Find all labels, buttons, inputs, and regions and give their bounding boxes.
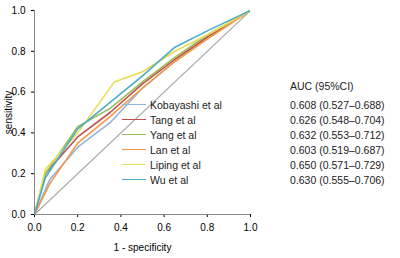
svg-text:1.0: 1.0 — [244, 222, 258, 233]
svg-text:0.6: 0.6 — [12, 86, 26, 97]
svg-text:0.0: 0.0 — [12, 209, 26, 220]
svg-text:0.6: 0.6 — [157, 222, 171, 233]
svg-text:0.8: 0.8 — [12, 46, 26, 57]
svg-text:0.0: 0.0 — [28, 222, 42, 233]
html-text:Yang et al: Yang et al — [150, 128, 197, 141]
html-text:Wu et al: Wu et al — [150, 173, 189, 186]
svg-text:0.4: 0.4 — [114, 222, 128, 233]
svg-text:0.2: 0.2 — [71, 222, 85, 233]
svg-text:0.4: 0.4 — [12, 127, 26, 138]
svg-text:sensitivity: sensitivity — [3, 91, 14, 134]
html-text:0.632 (0.553–0.712): 0.632 (0.553–0.712) — [290, 128, 385, 141]
svg-text:0.8: 0.8 — [200, 222, 214, 233]
svg-text:0.2: 0.2 — [12, 168, 26, 179]
html-text:0.608 (0.527–0.688): 0.608 (0.527–0.688) — [290, 98, 385, 111]
svg-text:1.0: 1.0 — [12, 5, 26, 16]
html-text:Kobayashi et al: Kobayashi et al — [150, 98, 222, 111]
html-text:Lan et al: Lan et al — [150, 143, 191, 156]
svg-text:1 - specificity: 1 - specificity — [114, 242, 172, 253]
html-text:0.626 (0.548–0.704): 0.626 (0.548–0.704) — [290, 113, 385, 126]
html-text:0.603 (0.519–0.687): 0.603 (0.519–0.687) — [290, 143, 385, 156]
html-text:0.650 (0.571–0.729): 0.650 (0.571–0.729) — [290, 158, 385, 171]
html-text:Tang et al: Tang et al — [150, 113, 196, 126]
html-text:AUC (95%CI): AUC (95%CI) — [290, 79, 354, 92]
html-text:0.630 (0.555–0.706): 0.630 (0.555–0.706) — [290, 173, 385, 186]
html-text:Liping et al: Liping et al — [150, 158, 201, 171]
